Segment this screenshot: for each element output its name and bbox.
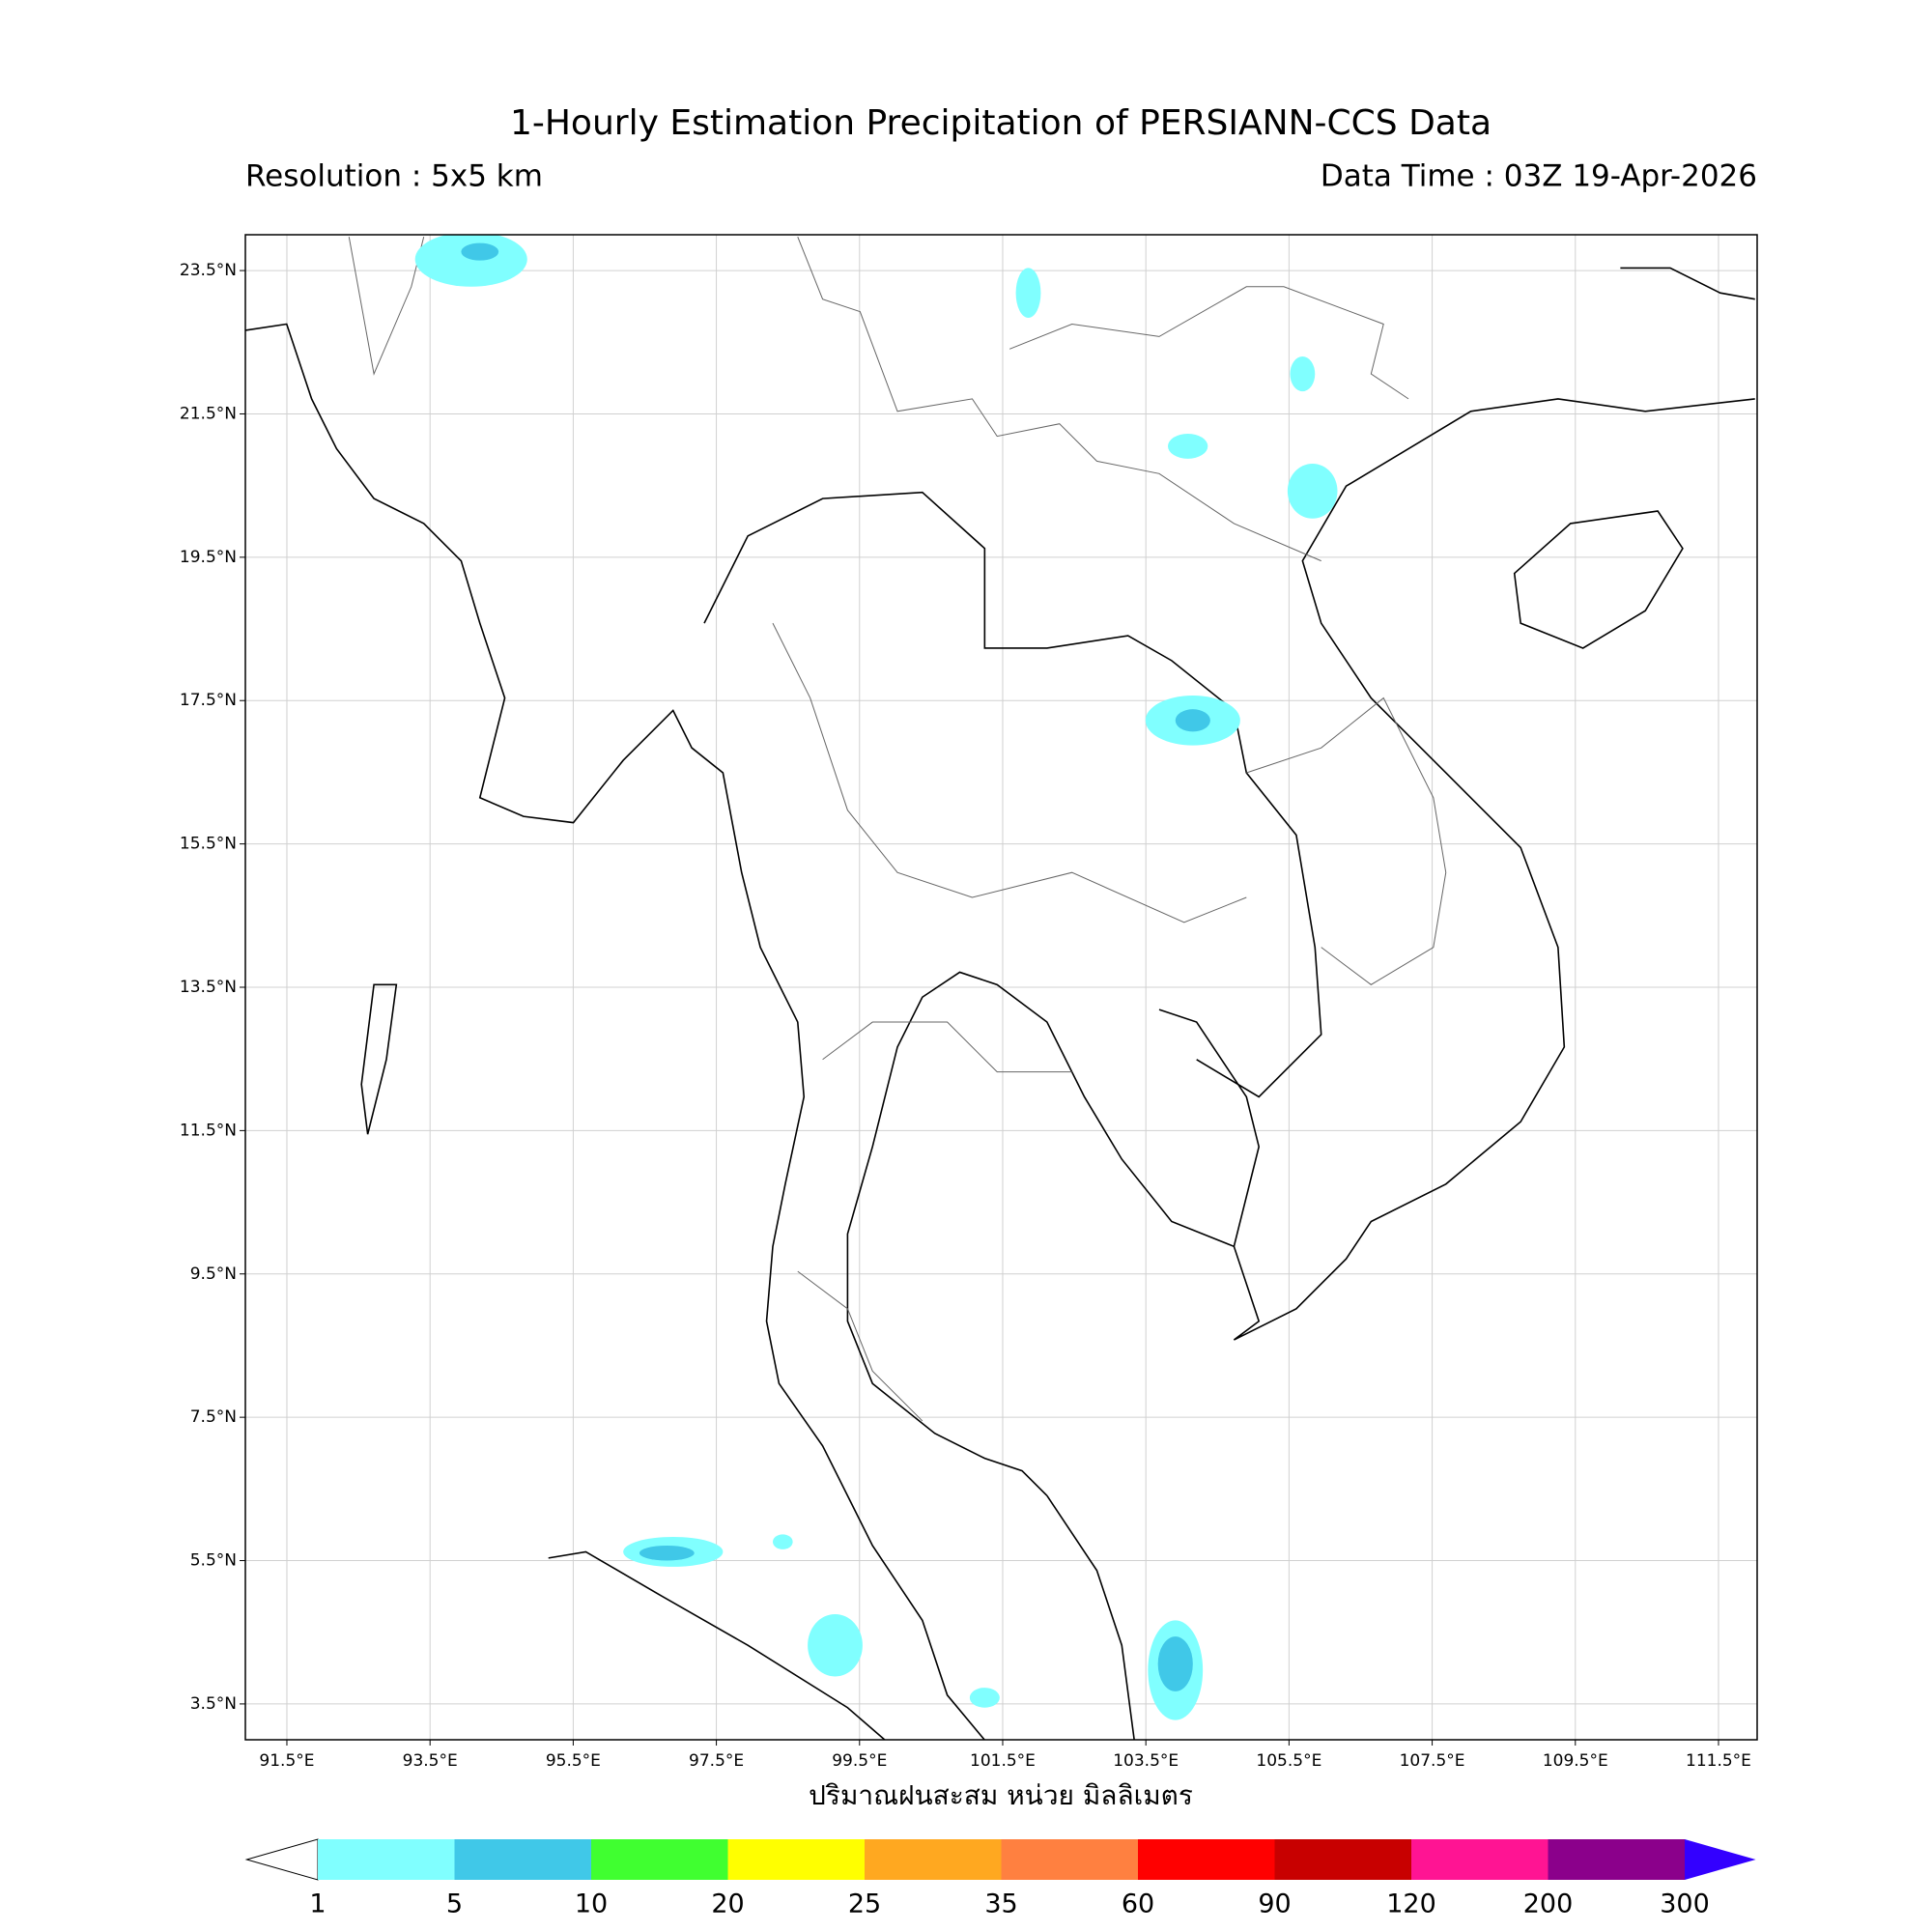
rain-area <box>1290 356 1316 392</box>
colorbar-segment <box>865 1839 1002 1880</box>
colorbar-tick-label: 200 <box>1523 1889 1574 1919</box>
y-tick-label: 23.5°N <box>180 261 237 280</box>
coastline <box>1159 1009 1259 1246</box>
coastline <box>549 1551 885 1740</box>
colorbar-tick-label: 35 <box>984 1889 1017 1919</box>
x-tick-label: 95.5°E <box>546 1751 601 1771</box>
colorbar-tick-label: 120 <box>1386 1889 1436 1919</box>
geography <box>245 235 1755 1740</box>
colorbar-tick-label: 20 <box>711 1889 744 1919</box>
rain-area <box>772 1534 793 1549</box>
rain-area <box>1287 463 1338 519</box>
coastline <box>245 324 984 1740</box>
rain-area <box>639 1545 695 1561</box>
title: 1-Hourly Estimation Precipitation of PER… <box>510 103 1492 143</box>
rain-area <box>1175 709 1210 732</box>
x-tick-label: 91.5°E <box>259 1751 314 1771</box>
border <box>1246 698 1445 985</box>
y-tick-label: 7.5°N <box>190 1407 237 1427</box>
coastline <box>1515 511 1683 648</box>
border <box>1009 287 1408 399</box>
colorbar-over <box>1685 1839 1756 1880</box>
y-tick-label: 5.5°N <box>190 1551 237 1571</box>
y-tick-label: 15.5°N <box>180 835 237 854</box>
coastline <box>361 984 396 1134</box>
y-tick-label: 9.5°N <box>190 1264 237 1284</box>
x-tick-label: 97.5°E <box>689 1751 744 1771</box>
colorbar-tick-label: 60 <box>1122 1889 1154 1919</box>
colorbar-tick-label: 10 <box>575 1889 608 1919</box>
colorbar-segment <box>591 1839 728 1880</box>
y-tick-label: 11.5°N <box>180 1121 237 1140</box>
x-tick-label: 107.5°E <box>1400 1751 1465 1771</box>
colorbar-tick-label: 300 <box>1660 1889 1710 1919</box>
x-tick-label: 111.5°E <box>1686 1751 1751 1771</box>
coastline <box>1620 268 1754 298</box>
border <box>349 237 423 374</box>
rain-area <box>1168 434 1208 459</box>
colorbar-segment <box>1548 1839 1686 1880</box>
x-tick-label: 105.5°E <box>1256 1751 1321 1771</box>
y-tick-label: 17.5°N <box>180 691 237 710</box>
rain-area <box>808 1613 863 1677</box>
colorbar-tick-label: 5 <box>446 1889 463 1919</box>
border <box>773 623 1246 923</box>
x-tick-label: 99.5°E <box>832 1751 887 1771</box>
colorbar-tick-label: 25 <box>848 1889 881 1919</box>
grid <box>245 235 1757 1740</box>
border <box>823 1022 1072 1072</box>
colorbar-tick-label: 1 <box>309 1889 326 1919</box>
colorbar-under <box>244 1838 319 1881</box>
y-tick-label: 19.5°N <box>180 548 237 567</box>
rain-area <box>1015 268 1041 319</box>
colorbar-segment <box>318 1839 455 1880</box>
colorbar: 1 5 10 20 25 35 60 90 120 200 300 <box>244 1838 1756 1919</box>
x-tick-label: 101.5°E <box>970 1751 1036 1771</box>
coastline <box>847 399 1754 1495</box>
y-tick-label: 21.5°N <box>180 404 237 423</box>
colorbar-segment <box>1001 1839 1139 1880</box>
colorbar-tick-label: 90 <box>1258 1889 1291 1919</box>
map-layer <box>245 235 1755 1740</box>
rain-area <box>461 242 499 261</box>
colorbar-segment <box>727 1839 866 1880</box>
colorbar-segment <box>1274 1839 1412 1880</box>
resolution: Resolution : 5x5 km <box>245 159 543 194</box>
x-tick-label: 103.5°E <box>1113 1751 1179 1771</box>
rain-area <box>414 235 527 287</box>
coastline <box>704 493 1321 1097</box>
colorbar-segment <box>1138 1839 1275 1880</box>
border <box>798 237 1321 560</box>
x-tick-label: 109.5°E <box>1543 1751 1608 1771</box>
y-tick-label: 3.5°N <box>190 1694 237 1714</box>
rain-area <box>1157 1636 1193 1691</box>
colorbar-segment <box>1411 1839 1548 1880</box>
coastline <box>1047 1495 1134 1740</box>
rain-area <box>969 1688 1000 1708</box>
colorbar-label: ปริมาณฝนสะสม หน่วย มิลลิเมตร <box>809 1779 1193 1811</box>
data-time: Data Time : 03Z 19-Apr-2026 <box>1321 159 1757 194</box>
x-tick-label: 93.5°E <box>403 1751 458 1771</box>
colorbar-segment <box>454 1839 592 1880</box>
border <box>798 1271 923 1421</box>
y-tick-label: 13.5°N <box>180 978 237 997</box>
